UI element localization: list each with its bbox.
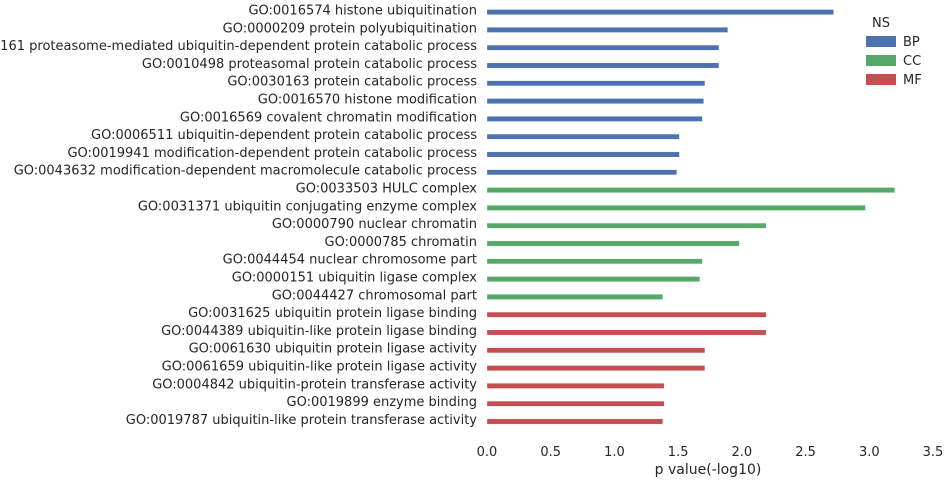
legend-swatch-bp [866,36,896,47]
bar-mf [486,347,706,354]
bar-bp [486,116,703,122]
category-label: GO:0044427 chromosomal part [272,288,477,303]
bar-cc [486,187,895,193]
x-axis-label: p value(-log10) [655,462,762,478]
legend-label-mf: MF [903,73,922,88]
category-label: GO:0043161 proteasome-mediated ubiquitin… [0,39,477,54]
category-label: GO:0019899 enzyme binding [287,395,478,410]
category-label: GO:0000151 ubiquitin ligase complex [232,271,478,286]
category-label: GO:0016570 histone modification [258,93,477,108]
bar-bp [486,27,728,33]
bars-layer [486,9,895,425]
bar-mf [486,329,767,336]
x-tick-label: 3.5 [923,445,944,460]
legend-title: NS [872,16,890,31]
category-label: GO:0033503 HULC complex [296,182,478,197]
bar-bp [486,44,720,51]
bar-cc [486,294,664,300]
category-label: GO:0061659 ubiquitin-like protein ligase… [162,360,478,375]
bar-bp [486,133,680,140]
category-label: GO:0030163 protein catabolic process [227,75,477,90]
category-label: GO:0031371 ubiquitin conjugating enzyme … [138,199,477,214]
bar-cc [486,222,767,229]
category-label: GO:0044389 ubiquitin-like protein ligase… [161,324,477,339]
bar-bp [486,151,680,158]
legend-swatch-mf [866,74,896,85]
category-label: GO:0010498 proteasomal protein catabolic… [142,57,477,72]
bar-bp [486,9,834,15]
x-tick-label: 2.5 [795,445,816,460]
category-label: GO:0004842 ubiquitin-protein transferase… [152,377,477,392]
category-label: GO:0043632 modification-dependent macrom… [14,164,478,179]
x-tick-label: 0.0 [477,445,498,460]
bar-mf [486,383,665,389]
bar-bp [486,62,720,69]
x-tick-label: 0.5 [540,445,561,460]
category-label: GO:0006511 ubiquitin-dependent protein c… [91,128,477,143]
category-label: GO:0031625 ubiquitin protein ligase bind… [188,306,477,321]
legend: NS BP CC MF [866,16,922,88]
bar-bp [486,98,704,104]
bar-cc [486,205,866,211]
x-tick-label: 1.0 [604,445,625,460]
category-label: GO:0000209 protein polyubiquitination [223,21,477,36]
x-tick-label: 3.0 [859,445,880,460]
category-label: GO:0016569 covalent chromatin modificati… [180,110,477,125]
legend-swatch-cc [866,55,896,66]
legend-label-bp: BP [903,35,920,50]
legend-label-cc: CC [903,54,921,69]
bar-bp [486,169,678,176]
category-label: GO:0019787 ubiquitin-like protein transf… [126,413,478,428]
bar-mf [486,418,664,425]
bar-mf [486,400,665,407]
category-label: GO:0061630 ubiquitin protein ligase acti… [189,342,478,357]
category-label: GO:0000785 chromatin [325,235,477,250]
bar-mf [486,311,767,318]
bar-cc [486,276,700,282]
category-label: GO:0000790 nuclear chromatin [272,217,477,232]
bar-cc [486,258,703,265]
category-labels: GO:0016574 histone ubiquitination GO:0000… [0,4,477,428]
bar-mf [486,365,706,371]
category-label: GO:0019941 modification-dependent protei… [67,146,477,161]
bar-bp [486,80,706,87]
category-label: GO:0016574 histone ubiquitination [248,4,477,19]
x-tick-label: 1.5 [668,445,689,460]
category-label: GO:0044454 nuclear chromosome part [223,253,477,268]
bar-cc [486,240,740,247]
x-axis: 0.0 0.5 1.0 1.5 2.0 2.5 3.0 3.5 [477,445,944,460]
x-tick-label: 2.0 [732,445,753,460]
